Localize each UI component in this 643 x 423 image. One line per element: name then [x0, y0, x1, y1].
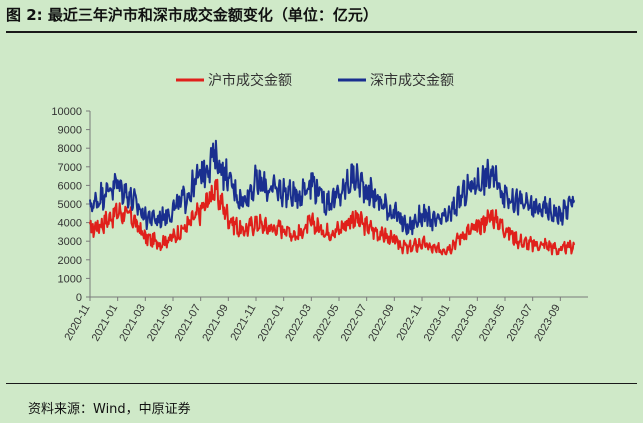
y-tick-label: 8000 — [58, 143, 82, 155]
source-note: 资料来源：Wind，中原证券 — [28, 402, 191, 417]
x-tick-label: 2022-09 — [366, 303, 397, 344]
y-tick-label: 0 — [76, 292, 82, 304]
y-tick-label: 5000 — [58, 199, 82, 211]
x-tick-label: 2023-05 — [477, 303, 508, 344]
y-tick-label: 9000 — [58, 125, 82, 137]
x-tick-label: 2022-07 — [339, 303, 370, 344]
x-tick-label: 2021-09 — [200, 303, 231, 344]
y-tick-label: 2000 — [58, 255, 82, 267]
series-line-sz — [89, 139, 576, 236]
x-tick-label: 2021-05 — [145, 303, 176, 344]
plot-area — [89, 139, 576, 256]
x-tick-label: 2021-01 — [90, 303, 121, 344]
y-tick-label: 3000 — [58, 236, 82, 248]
x-tick-label: 2023-07 — [505, 303, 536, 344]
y-tick-label: 7000 — [58, 162, 82, 174]
x-tick-label: 2022-03 — [283, 303, 314, 344]
x-tick-label: 2022-05 — [311, 303, 342, 344]
x-tick-label: 2020-11 — [62, 303, 92, 343]
x-tick-label: 2021-07 — [173, 303, 204, 344]
x-tick-label: 2023-01 — [422, 303, 453, 344]
x-tick-label: 2023-03 — [449, 303, 480, 344]
series-line-sh — [89, 178, 576, 256]
y-tick-label: 4000 — [58, 218, 82, 230]
x-tick-label: 2023-09 — [532, 303, 563, 344]
y-tick-label: 1000 — [58, 273, 82, 285]
figure-title: 图 2: 最近三年沪市和深市成交金额变化（单位：亿元） — [6, 6, 378, 24]
y-tick-label: 6000 — [58, 180, 82, 192]
chart-legend: 沪市成交金额 深市成交金额 — [176, 72, 454, 89]
legend-label-sz: 深市成交金额 — [370, 72, 454, 89]
title-rule — [6, 31, 637, 33]
x-tick-label: 2022-01 — [256, 303, 287, 344]
x-tick-label: 2022-11 — [394, 303, 424, 343]
legend-label-sh: 沪市成交金额 — [208, 72, 292, 89]
source-rule — [6, 383, 637, 384]
x-tick-label: 2021-11 — [228, 303, 258, 343]
y-tick-label: 10000 — [51, 106, 82, 118]
x-tick-label: 2021-03 — [117, 303, 148, 344]
